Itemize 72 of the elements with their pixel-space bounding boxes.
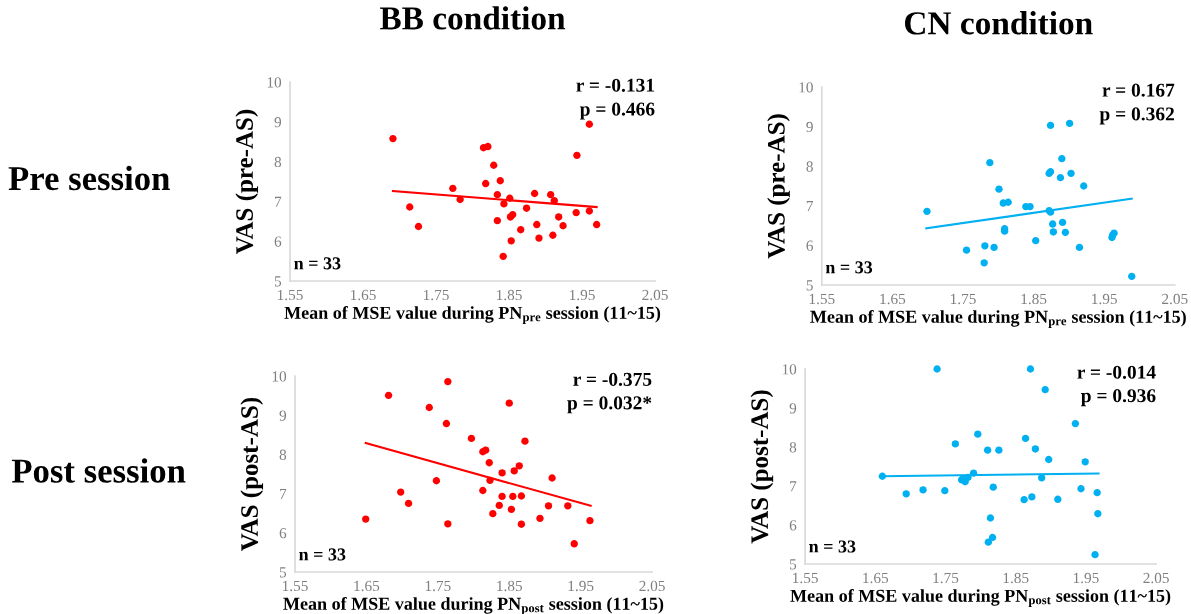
y-tick-label: 6 xyxy=(806,240,813,251)
annotation: p = 0.362 xyxy=(1099,107,1174,125)
y-tick-label: 7 xyxy=(275,196,282,207)
y-tick-label: 5 xyxy=(274,276,282,287)
x-tick-label: 1.95 xyxy=(568,580,594,592)
annotation: r = -0.131 xyxy=(576,78,655,92)
annotation: n = 33 xyxy=(299,548,346,561)
y-axis-title: VAS (post-AS) xyxy=(240,397,264,551)
y-tick-label: 7 xyxy=(280,488,287,499)
annotation: r = -0.375 xyxy=(573,372,652,386)
text: Pre session xyxy=(8,165,170,191)
y-tick-label: 7 xyxy=(790,481,797,492)
y-tick-label: 10 xyxy=(272,371,287,382)
chart-title: CN condition xyxy=(905,11,1093,35)
x-tick-label: 1.85 xyxy=(1003,572,1029,584)
annotation: n = 33 xyxy=(825,261,873,274)
x-tick-label: 2.05 xyxy=(639,580,665,592)
x-tick-label: 1.55 xyxy=(282,580,308,592)
x-tick-label: 2.05 xyxy=(1143,572,1169,584)
x-tick-label: 1.55 xyxy=(277,289,303,301)
x-tick-label: 2.05 xyxy=(1162,293,1188,305)
y-tick-label: 6 xyxy=(279,528,287,539)
y-tick-label: 9 xyxy=(789,403,797,414)
y-tick-label: 8 xyxy=(279,449,287,460)
x-tick-label: 1.65 xyxy=(354,580,380,592)
y-tick-label: 9 xyxy=(274,117,282,128)
y-tick-label: 9 xyxy=(806,121,813,133)
y-tick-label: 10 xyxy=(782,364,797,375)
x-tick-label: 1.65 xyxy=(880,293,906,305)
y-tick-label: 6 xyxy=(789,520,797,531)
y-tick-label: 5 xyxy=(806,280,813,291)
x-tick-label: 1.85 xyxy=(1021,293,1047,305)
annotation: n = 33 xyxy=(294,257,341,270)
x-tick-label: 1.55 xyxy=(809,293,835,305)
x-axis-title: Mean of MSE value during PN$_{post}$ session (11~15) xyxy=(283,596,664,614)
y-tick-label: 6 xyxy=(274,236,282,247)
y-tick-label: 5 xyxy=(790,559,797,570)
y-axis-title: VAS (pre-AS) xyxy=(235,109,259,255)
chart-title: BB condition xyxy=(380,6,566,30)
x-tick-label: 1.85 xyxy=(497,580,523,592)
y-tick-label: 10 xyxy=(799,82,813,93)
annotation: r = 0.167 xyxy=(1102,83,1175,97)
y-tick-label: 10 xyxy=(267,77,282,88)
y-tick-label: 8 xyxy=(806,161,813,172)
x-tick-label: 1.65 xyxy=(350,289,376,301)
y-tick-label: 7 xyxy=(806,201,814,212)
text: Post session xyxy=(11,458,186,483)
annotation: p = 0.466 xyxy=(579,102,655,120)
x-tick-label: 1.75 xyxy=(424,289,449,301)
annotation: p = 0.032* xyxy=(567,396,652,414)
x-tick-label: 1.65 xyxy=(863,572,889,584)
x-tick-label: 1.75 xyxy=(425,580,451,592)
x-tick-label: 1.95 xyxy=(1073,572,1099,584)
x-tick-label: 1.75 xyxy=(933,572,959,584)
x-tick-label: 1.95 xyxy=(1092,293,1117,305)
x-axis-title: Mean of MSE value during PN$_{pre}$ session (11~15) xyxy=(284,305,661,324)
annotation: p = 0.936 xyxy=(1080,389,1156,407)
x-tick-label: 1.55 xyxy=(793,572,818,584)
annotation: r = -0.014 xyxy=(1077,365,1156,379)
y-tick-label: 8 xyxy=(789,442,797,453)
y-axis-title: VAS (pre-AS) xyxy=(767,114,790,259)
y-axis-title: VAS (post-AS) xyxy=(750,390,774,544)
annotation: n = 33 xyxy=(809,540,856,553)
x-tick-label: 2.05 xyxy=(642,289,668,301)
y-tick-label: 8 xyxy=(274,156,282,168)
x-axis-title: Mean of MSE value during PN$_{post}$ session (11~15) xyxy=(790,588,1171,607)
x-tick-label: 1.85 xyxy=(497,289,522,301)
x-tick-label: 1.95 xyxy=(570,289,595,301)
y-tick-label: 5 xyxy=(279,567,287,578)
y-tick-label: 9 xyxy=(279,410,287,421)
x-tick-label: 1.75 xyxy=(950,293,976,305)
x-axis-title: Mean of MSE value during PN$_{pre}$ session (11~15) xyxy=(810,309,1186,328)
